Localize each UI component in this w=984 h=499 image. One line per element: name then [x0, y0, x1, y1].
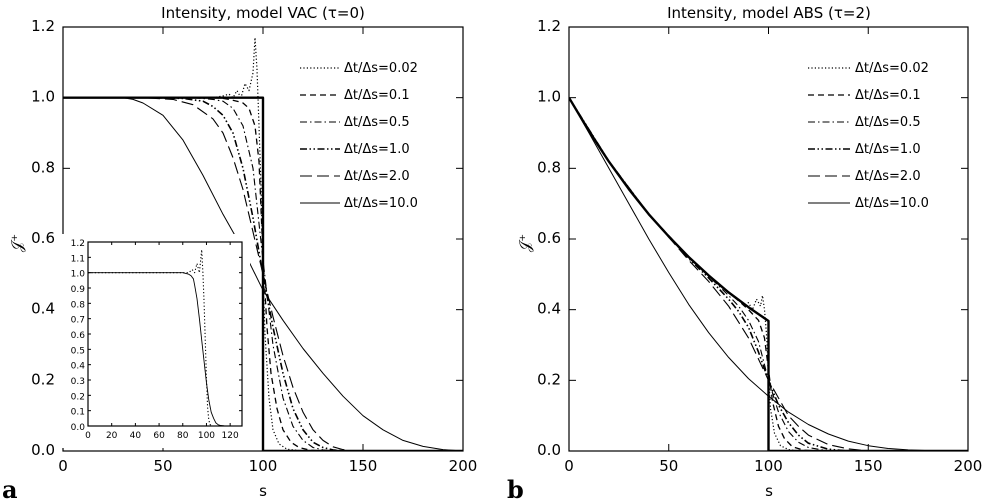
panel-b-ytick-label: 0.0 — [537, 441, 561, 459]
panel-a-inset-xtick-label: 100 — [198, 431, 215, 441]
panel-b-ytick-label: 1.0 — [537, 88, 561, 106]
panel-a-inset-xtick-label: 60 — [153, 431, 165, 441]
panel-b-ytick-label: 0.6 — [537, 229, 561, 247]
panel-a-ytick-label: 1.0 — [31, 88, 55, 106]
panel-b: Intensity, model ABS (τ=2) s 𝒥⁺ b 0 50 100… — [507, 4, 982, 499]
panel-a: Intensity, model VAC (τ=0) s 𝒥⁺ a 0 50 100… — [2, 4, 477, 499]
panel-a-inset-ytick-label: 0.2 — [71, 392, 85, 402]
panel-b-ytick-label: 0.4 — [537, 300, 561, 318]
panel-b-legend-label-2: Δt/Δs=0.5 — [855, 115, 921, 130]
panel-a-inset: 0 20 40 60 80 100 120 0.0 0.1 0.2 0.3 0.4 0.5 0.6 0.7 0… — [60, 234, 250, 448]
panel-a-inset-ytick-label: 1.2 — [71, 239, 85, 249]
panel-a-inset-ytick-label: 1.0 — [71, 270, 86, 280]
panel-a-ytick-label: 1.2 — [31, 17, 55, 35]
panel-a-inset-background — [60, 234, 250, 448]
panel-b-series-line-4 — [569, 97, 869, 451]
panel-a-inset-ytick-label: 0.7 — [71, 316, 85, 326]
panel-a-series-line-3 — [63, 96, 344, 451]
panel-b-letter: b — [507, 475, 524, 499]
panel-b-xtick-label: 100 — [754, 457, 783, 475]
panel-b-xtick-label: 50 — [659, 457, 678, 475]
panel-b-series-line-1 — [569, 97, 819, 451]
panel-b-legend-label-1: Δt/Δs=0.1 — [855, 88, 921, 103]
panel-b-legend-label-3: Δt/Δs=1.0 — [855, 142, 921, 157]
panel-a-inset-xtick-label: 80 — [177, 431, 189, 441]
panel-a-inset-ytick-label: 0.5 — [71, 346, 85, 356]
panel-a-ytick-label: 0.0 — [31, 441, 55, 459]
panel-a-series-line-4 — [63, 97, 354, 451]
panel-a-xlabel: s — [259, 482, 267, 499]
panel-a-inset-xtick-label: 20 — [106, 431, 118, 441]
panel-b-legend-label-4: Δt/Δs=2.0 — [855, 169, 921, 184]
panel-a-inset-ytick-label: 0.9 — [71, 285, 86, 295]
panel-a-legend-label-3: Δt/Δs=1.0 — [344, 142, 410, 157]
panel-a-ytick-label: 0.4 — [31, 300, 55, 318]
panel-b-xtick-label: 150 — [854, 457, 883, 475]
panel-a-inset-ytick-label: 0.0 — [71, 423, 86, 433]
panel-b-ytick-label: 0.8 — [537, 158, 561, 176]
panel-a-xtick-label: 0 — [58, 457, 68, 475]
panel-a-series-line-6 — [63, 96, 463, 451]
panel-b-ylabel: 𝒥⁺ — [516, 234, 534, 252]
panel-a-xtick-label: 150 — [349, 457, 378, 475]
panel-a-legend-label-5: Δt/Δs=10.0 — [344, 196, 418, 211]
panel-a-legend-label-1: Δt/Δs=0.1 — [344, 88, 410, 103]
panel-b-xtick-label: 0 — [564, 457, 574, 475]
panel-a-ytick-label: 0.6 — [31, 229, 55, 247]
panel-a-ytick-label: 0.2 — [31, 370, 55, 388]
panel-a-ylabel: 𝒥⁺ — [8, 234, 26, 252]
panel-a-inset-ytick-label: 1.1 — [71, 254, 85, 264]
panel-a-title: Intensity, model VAC (τ=0) — [161, 4, 365, 22]
panel-a-inset-ytick-label: 0.4 — [71, 362, 86, 372]
panel-a-xtick-label: 200 — [449, 457, 478, 475]
panel-b-series-line-0 — [569, 97, 799, 451]
panel-a-legend-label-2: Δt/Δs=0.5 — [344, 115, 410, 130]
panel-b-ytick-label: 0.2 — [537, 370, 561, 388]
panel-b-title: Intensity, model ABS (τ=2) — [667, 4, 871, 22]
panel-b-legend-label-5: Δt/Δs=10.0 — [855, 196, 929, 211]
panel-b-series-line-6 — [569, 97, 968, 451]
panel-a-inset-xtick-label: 40 — [130, 431, 142, 441]
panel-a-legend-label-4: Δt/Δs=2.0 — [344, 169, 410, 184]
panel-b-ytick-label: 1.2 — [537, 17, 561, 35]
panel-a-inset-xtick-label: 0 — [85, 431, 91, 441]
panel-a-inset-series-line-0 — [88, 249, 219, 426]
panel-a-ytick-label: 0.8 — [31, 158, 55, 176]
panel-a-letter: a — [2, 475, 18, 499]
panel-a-inset-ytick-label: 0.6 — [71, 331, 86, 341]
panel-a-inset-ytick-label: 0.8 — [71, 300, 86, 310]
panel-b-legend-label-0: Δt/Δs=0.02 — [855, 61, 929, 76]
panel-a-xtick-label: 50 — [153, 457, 172, 475]
panel-a-inset-ytick-label: 0.3 — [71, 377, 85, 387]
panel-b-series-line-2 — [569, 97, 829, 451]
panel-a-inset-series-line-1 — [88, 272, 242, 426]
panel-b-xtick-label: 200 — [954, 457, 983, 475]
panel-a-inset-xtick-label: 120 — [222, 431, 239, 441]
panel-b-xlabel: s — [765, 482, 773, 499]
panel-a-inset-ytick-label: 0.1 — [71, 408, 85, 418]
panel-a-legend-label-0: Δt/Δs=0.02 — [344, 61, 418, 76]
panel-a-xtick-label: 100 — [249, 457, 278, 475]
